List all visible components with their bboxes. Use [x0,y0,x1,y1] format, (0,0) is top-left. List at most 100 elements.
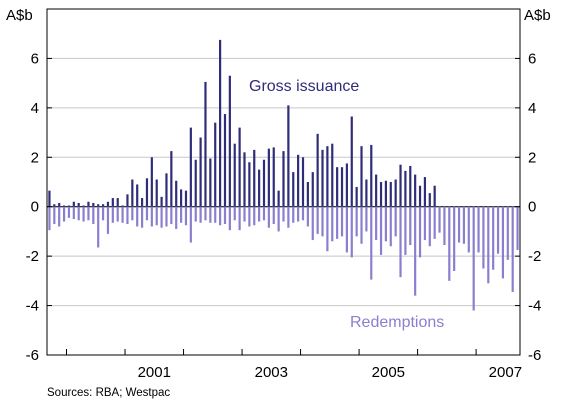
gross-issuance-bar [365,179,368,207]
gross-issuance-bar [82,205,85,207]
redemptions-bar [53,206,56,225]
gross-issuance-bar [253,149,256,207]
redemptions-bar [457,206,461,243]
redemptions-bar [97,206,100,248]
y-tick-label-right: -4 [528,298,541,315]
redemptions-bar [194,206,197,222]
x-axis: 2001 2003 2005 2007 [66,349,522,381]
redemptions-bar [67,206,71,218]
y-tick-label-left: 2 [31,149,39,166]
redemptions-bar [414,206,417,296]
gross-issuance-bar [238,127,241,207]
redemptions-bar [506,206,509,260]
gross-issuance-bar [209,158,212,207]
x-tick-label: 2007 [489,364,522,381]
gross-issuance-bar [101,204,105,207]
gross-issuance-bar [111,198,114,207]
y-tick-label-right: 6 [528,50,536,67]
gross-issuance-bar [297,154,300,207]
gross-issuance-bar [72,201,75,207]
redemptions-bar [379,206,383,255]
plot-frame [46,8,521,356]
gross-issuance-bar [194,159,197,207]
redemptions-bar [189,206,192,243]
gross-issuance-bar [58,203,61,207]
redemptions-bar [233,206,236,221]
redemptions-bar [140,206,144,228]
redemptions-bar [243,206,246,222]
gross-issuance-bar [306,182,309,207]
redemptions-bar [287,206,290,228]
redemptions-bar [448,206,451,281]
gross-issuance-bar [180,189,183,207]
gross-issuance-bar [145,178,149,207]
redemptions-bar [336,206,339,239]
redemptions-label: Redemptions [350,314,444,331]
redemptions-bar [389,206,392,247]
y-tick-label-right: 0 [528,199,536,216]
y-tick-label-left: -6 [26,347,39,364]
gross-issuance-bar [267,148,270,207]
bars [48,39,519,311]
redemptions-bar [267,206,270,228]
gross-issuance-bar [67,205,71,207]
redemptions-bar [180,206,183,223]
gross-issuance-bar [258,169,261,207]
gross-issuance-bar [331,143,334,207]
redemptions-bar [326,206,329,252]
gross-issuance-label: Gross issuance [249,78,359,95]
gross-issuance-bar [394,179,397,207]
gross-issuance-bar [87,201,90,207]
redemptions-bar [48,206,51,231]
gross-issuance-bar [404,170,407,207]
redemptions-bar [321,206,324,237]
redemptions-bar [121,206,124,223]
redemptions-bar [209,206,212,223]
gross-issuance-bar [184,190,188,207]
gross-issuance-bar [399,164,402,207]
gross-issuance-bar [62,205,66,207]
y-unit-left: A$b [6,7,33,24]
redemptions-bar [258,206,261,222]
gross-issuance-bar [248,162,251,207]
gross-issuance-bar [243,152,246,207]
redemptions-bar [111,206,114,223]
redemptions-bar [92,206,95,225]
gross-issuance-bar [287,105,290,207]
redemptions-bar [482,206,485,269]
redemptions-bar [101,206,105,221]
redemptions-bar [136,206,139,227]
redemptions-bar [131,206,134,221]
redemptions-bar [184,206,188,226]
gross-issuance-bar [316,133,319,207]
redemptions-bar [170,206,173,225]
gross-issuance-bar [336,167,339,207]
y-tick-label-right: 4 [528,100,536,117]
y-tick-label-left: -4 [26,298,39,315]
redemptions-bar [155,206,158,226]
gross-issuance-bar [321,149,324,207]
redemptions-bar [443,206,446,246]
y-unit-right: A$b [524,7,551,24]
redemptions-bar [496,206,500,254]
y-tick-label-left: -2 [26,248,39,265]
redemptions-bar [399,206,402,278]
redemptions-bar [58,206,61,227]
redemptions-bar [306,206,309,227]
redemptions-bar [301,206,305,221]
redemptions-bar [438,206,441,233]
gross-issuance-bar [223,114,227,207]
redemptions-bar [409,206,412,246]
redemptions-bar [311,206,314,241]
redemptions-bar [384,206,387,242]
gross-issuance-bar [160,196,163,207]
redemptions-bar [253,206,256,226]
gross-issuance-bar [428,193,431,207]
y-tick-label-right: 2 [528,149,536,166]
gross-issuance-bar [106,201,110,207]
gross-issuance-bar [136,184,139,207]
gross-issuance-bar [150,157,153,207]
y-tick-label-right: -2 [528,248,541,265]
gross-issuance-bar [219,39,222,207]
redemptions-bar [272,206,275,225]
